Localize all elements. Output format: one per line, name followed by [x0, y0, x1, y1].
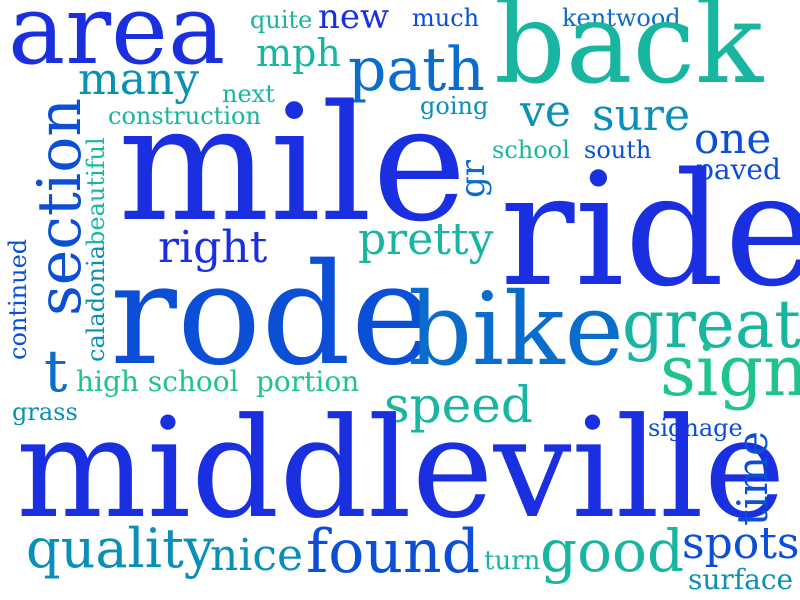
word-quite: quite — [250, 6, 313, 34]
word-section: section — [25, 98, 95, 316]
word-back: back — [494, 0, 764, 109]
word-speed: speed — [384, 376, 533, 434]
word-mph: mph — [256, 31, 341, 75]
word-t: t — [44, 337, 68, 405]
word-bike: bike — [408, 271, 624, 388]
word-pretty: pretty — [358, 214, 494, 265]
word-good: good — [540, 517, 685, 585]
word-caladonia: caladonia — [82, 245, 110, 362]
word-next: next — [222, 80, 275, 108]
word-school: school — [492, 136, 570, 164]
word-spots: spots — [682, 518, 800, 569]
word-paved: paved — [696, 153, 781, 186]
word-one: one — [694, 114, 772, 163]
word-middleville: middleville — [16, 388, 786, 549]
word-gr: gr — [453, 159, 493, 198]
word-surface: surface — [688, 563, 794, 596]
word-quality: quality — [26, 517, 215, 580]
word-continued: continued — [4, 238, 32, 360]
word-new: new — [318, 0, 390, 37]
word-nice: nice — [210, 530, 304, 581]
word-sure: sure — [592, 90, 690, 141]
word-high-school: high school — [76, 365, 239, 398]
word-time: time — [728, 431, 777, 526]
word-right: right — [158, 222, 268, 273]
word-found: found — [306, 517, 481, 587]
word-path: path — [348, 35, 485, 105]
word-ride: ride — [500, 139, 800, 321]
word-turn: turn — [484, 546, 541, 576]
word-grass: grass — [12, 398, 78, 426]
word-area: area — [8, 0, 226, 86]
word-mile: mile — [118, 70, 467, 257]
word-south: south — [584, 136, 652, 164]
word-ve: ve — [520, 86, 571, 137]
word-many: many — [78, 54, 200, 105]
word-going: going — [420, 92, 489, 120]
word-portion: portion — [256, 365, 360, 398]
word-signage: signage — [648, 414, 743, 442]
word-sign: sign — [660, 330, 800, 412]
word-construction: construction — [108, 102, 261, 130]
word-rode: rode — [110, 234, 434, 397]
word-kentwood: kentwood — [562, 4, 681, 32]
word-much: much — [412, 4, 480, 32]
word-great: great — [622, 286, 800, 363]
